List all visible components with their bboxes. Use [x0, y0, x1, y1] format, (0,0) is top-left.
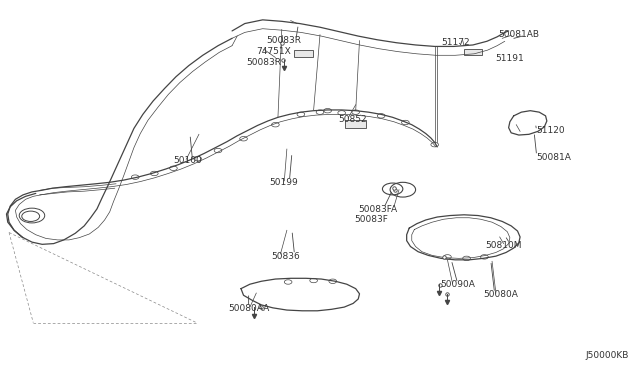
Bar [464, 49, 482, 55]
Text: 50083R: 50083R [266, 36, 301, 45]
Text: 50852: 50852 [338, 115, 367, 124]
Text: J50000KB: J50000KB [586, 351, 629, 360]
Bar [294, 51, 313, 57]
Text: 51120: 51120 [537, 126, 565, 135]
Text: 50083R: 50083R [246, 58, 282, 67]
Text: 74751X: 74751X [256, 47, 291, 56]
Text: 50083FA: 50083FA [358, 205, 397, 214]
Text: 50080AA: 50080AA [228, 304, 269, 313]
Text: 50081AB: 50081AB [499, 30, 540, 39]
Text: 50090A: 50090A [440, 280, 475, 289]
Text: 50081A: 50081A [537, 153, 572, 162]
Text: 51191: 51191 [495, 54, 524, 64]
Text: 50083F: 50083F [355, 215, 388, 224]
Text: 51172: 51172 [441, 38, 470, 46]
Text: 50199: 50199 [269, 178, 298, 187]
Text: 50100: 50100 [173, 156, 202, 166]
Text: 50810M: 50810M [486, 241, 522, 250]
Text: 50080A: 50080A [483, 290, 518, 299]
Text: 50836: 50836 [271, 251, 300, 261]
Bar [346, 120, 366, 128]
